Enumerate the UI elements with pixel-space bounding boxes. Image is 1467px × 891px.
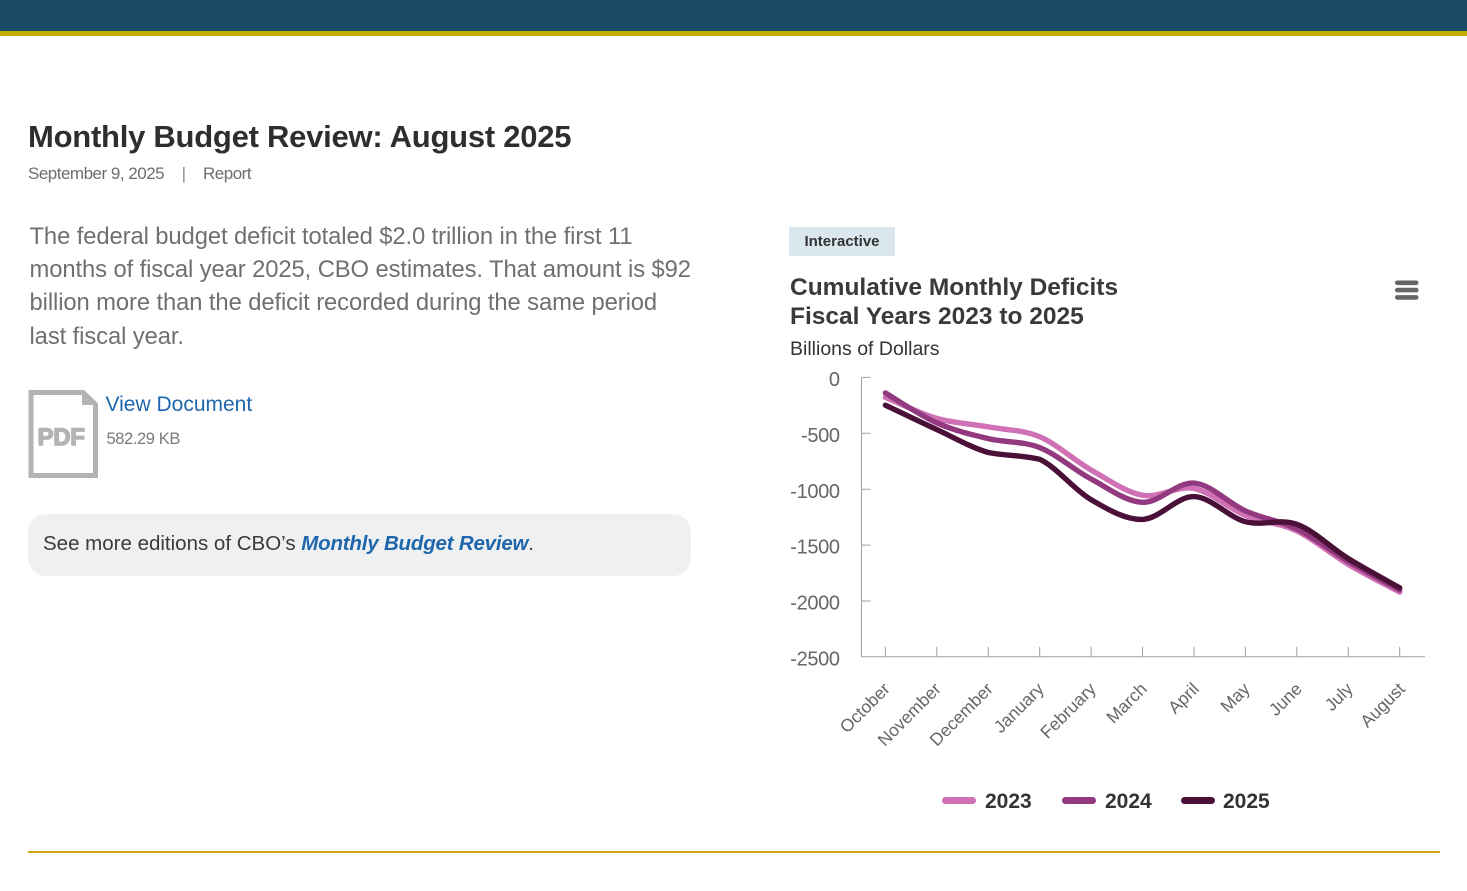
- svg-text:0: 0: [829, 369, 840, 391]
- svg-text:-1500: -1500: [790, 537, 840, 559]
- svg-text:2024: 2024: [1105, 790, 1152, 813]
- svg-text:-1000: -1000: [790, 481, 840, 503]
- svg-text:June: June: [1265, 679, 1306, 720]
- svg-text:-2000: -2000: [790, 593, 840, 615]
- svg-text:March: March: [1102, 679, 1151, 728]
- svg-text:April: April: [1164, 679, 1203, 718]
- svg-text:May: May: [1216, 679, 1254, 717]
- svg-text:2023: 2023: [985, 790, 1032, 813]
- svg-text:PDF: PDF: [38, 424, 85, 451]
- svg-text:August: August: [1356, 679, 1409, 732]
- svg-text:-2500: -2500: [790, 648, 840, 670]
- svg-text:-500: -500: [801, 425, 840, 447]
- svg-text:July: July: [1321, 679, 1357, 715]
- svg-text:February: February: [1036, 679, 1100, 743]
- svg-text:2025: 2025: [1223, 790, 1270, 813]
